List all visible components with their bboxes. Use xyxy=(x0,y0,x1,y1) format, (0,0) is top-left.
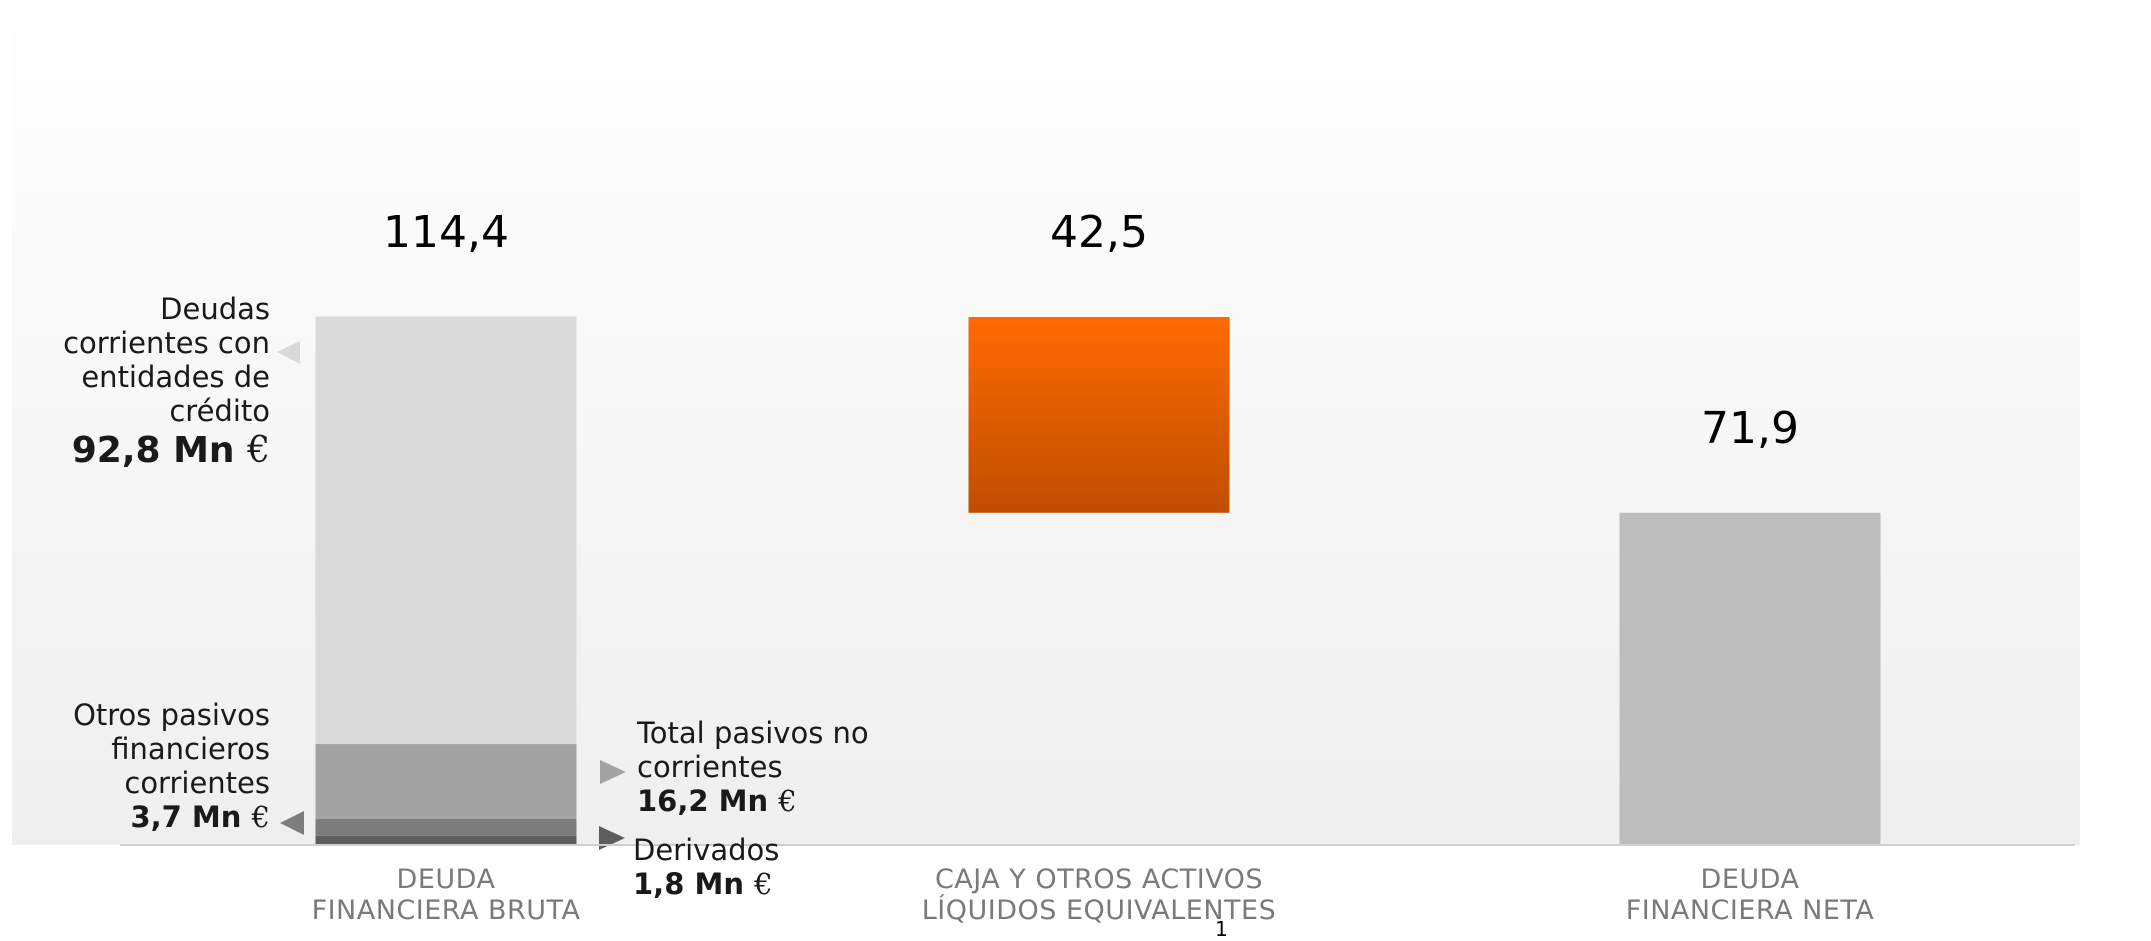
annotation-pnc-line-1: Total pasivos no xyxy=(637,716,869,750)
annotation-deudas-line-4: crédito xyxy=(169,394,270,428)
annotation-otros-pasivos: Otros pasivos financieros corrientes 3,7… xyxy=(73,698,270,834)
annotation-pnc-value: 16,2 Mn € xyxy=(637,784,797,818)
annotation-pasivos-no-corrientes: Total pasivos no corrientes 16,2 Mn € xyxy=(637,716,869,818)
annotation-otros-value: 3,7 Mn € xyxy=(130,800,270,834)
page-marker: 1 xyxy=(1215,917,1228,941)
annotation-deudas-line-2: corrientes con xyxy=(63,326,270,360)
annotation-derivados-line-1: Derivados xyxy=(633,833,780,867)
annotation-derivados: Derivados 1,8 Mn € xyxy=(633,833,779,901)
bar-segment-derivados xyxy=(315,835,577,844)
marker-pasivos-no-corrientes xyxy=(600,760,626,784)
bar-caja-activos-liquidos xyxy=(968,317,1230,513)
bar-deuda-financiera-neta xyxy=(1619,512,1881,844)
annotation-deudas-line-1: Deudas xyxy=(160,292,270,326)
category-label-caja-line-2: LÍQUIDOS EQUIVALENTES xyxy=(922,894,1277,926)
bar-segment-otros-pasivos xyxy=(315,818,577,836)
category-label-deuda-bruta-line-1: DEUDA xyxy=(397,864,496,895)
bar-segment-deudas-corrientes xyxy=(315,316,577,745)
annotation-otros-line-3: corrientes xyxy=(124,766,270,800)
category-label-deuda-neta-line-2: FINANCIERA NETA xyxy=(1626,895,1875,926)
annotation-otros-line-2: financieros xyxy=(111,732,270,766)
annotation-derivados-value: 1,8 Mn € xyxy=(633,867,773,901)
total-label-deuda-bruta: 114,4 xyxy=(383,207,509,258)
bar-segment-pasivos-no-corrientes xyxy=(315,744,577,819)
annotation-pnc-line-2: corrientes xyxy=(637,750,783,784)
marker-deudas-corrientes xyxy=(277,341,300,364)
marker-derivados xyxy=(599,826,625,850)
annotation-deudas-value: 92,8 Mn € xyxy=(71,430,270,471)
annotation-otros-line-1: Otros pasivos xyxy=(73,698,270,732)
category-label-caja-line-1: CAJA Y OTROS ACTIVOS xyxy=(935,864,1263,895)
total-label-deuda-neta: 71,9 xyxy=(1701,403,1799,454)
total-label-caja: 42,5 xyxy=(1050,207,1148,258)
marker-otros-pasivos xyxy=(280,811,304,835)
category-label-deuda-neta-line-1: DEUDA xyxy=(1701,864,1800,895)
annotation-deudas-line-3: entidades de xyxy=(81,360,270,394)
annotation-deudas-corrientes: Deudas corrientes con entidades de crédi… xyxy=(63,292,270,474)
category-label-deuda-bruta-line-2: FINANCIERA BRUTA xyxy=(312,895,581,926)
